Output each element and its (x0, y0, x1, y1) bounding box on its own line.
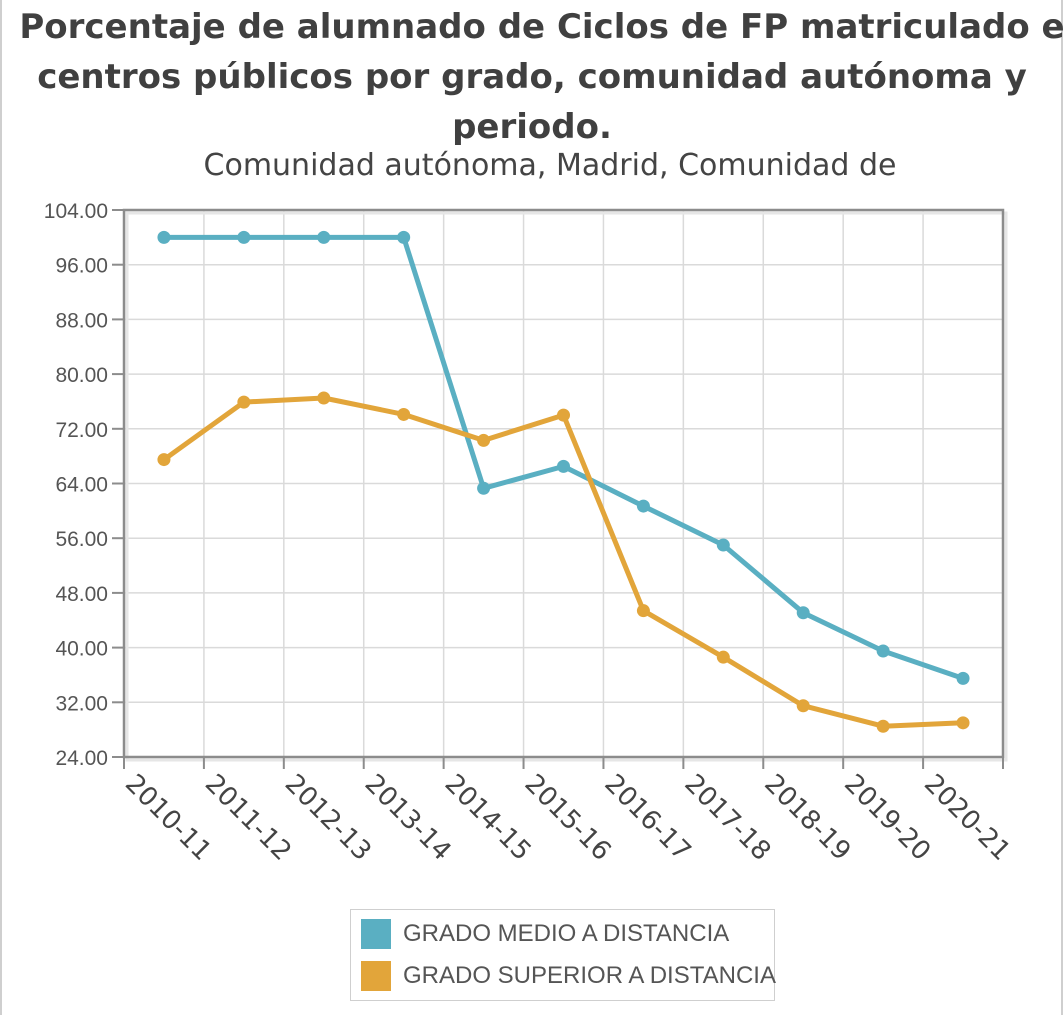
x-tick-label: 2013-14 (359, 769, 457, 867)
frame-left-border (0, 0, 2, 1015)
x-tick-label: 2012-13 (279, 769, 377, 867)
y-tick-label: 72.00 (55, 419, 108, 442)
chart-title-line-2: centros públicos por grado, comunidad au… (37, 57, 1027, 97)
chart-title-line-3: periodo. (452, 107, 612, 147)
x-tick-label: 2011-12 (199, 769, 297, 867)
x-tick-label: 2020-21 (918, 769, 1016, 867)
data-point-series-1 (716, 650, 730, 664)
data-point-series-1 (237, 395, 251, 409)
data-point-series-0 (237, 230, 251, 244)
data-point-series-1 (397, 407, 411, 421)
y-tick-label: 88.00 (55, 309, 108, 332)
x-tick-label: 2016-17 (598, 769, 696, 867)
x-tick-label: 2017-18 (678, 769, 776, 867)
x-tick-label: 2019-20 (838, 769, 936, 867)
x-tick-label: 2018-19 (758, 769, 856, 867)
legend-label-grado-superior: GRADO SUPERIOR A DISTANCIA (403, 962, 776, 989)
y-tick-label: 48.00 (55, 583, 108, 606)
legend-swatch-grado-medio (361, 919, 391, 949)
legend-item-grado-superior[interactable]: GRADO SUPERIOR A DISTANCIA (361, 958, 776, 994)
y-tick-label: 64.00 (55, 474, 108, 497)
data-point-series-0 (876, 644, 890, 658)
data-point-series-1 (956, 716, 970, 730)
data-point-series-1 (157, 453, 171, 467)
legend-swatch-grado-superior (361, 961, 391, 991)
y-tick-label: 24.00 (55, 747, 108, 770)
y-tick-label: 40.00 (55, 638, 108, 661)
data-point-series-1 (477, 433, 491, 447)
chart-legend: GRADO MEDIO A DISTANCIA GRADO SUPERIOR A… (350, 909, 776, 1001)
data-point-series-0 (317, 230, 331, 244)
legend-label-grado-medio: GRADO MEDIO A DISTANCIA (403, 920, 730, 947)
data-point-series-0 (397, 230, 411, 244)
data-point-series-1 (636, 604, 650, 618)
legend-item-grado-medio[interactable]: GRADO MEDIO A DISTANCIA (361, 916, 729, 952)
data-point-series-1 (796, 699, 810, 713)
data-point-series-0 (477, 481, 491, 495)
y-tick-label: 104.00 (44, 200, 108, 223)
x-tick-label: 2015-16 (519, 769, 617, 867)
data-point-series-0 (557, 459, 570, 473)
data-point-series-0 (796, 606, 810, 620)
chart-subtitle: Comunidad autónoma, Madrid, Comunidad de (203, 148, 897, 183)
y-tick-label: 96.00 (55, 255, 108, 278)
data-point-series-0 (716, 538, 730, 552)
chart-title: Porcentaje de alumnado de Ciclos de FP m… (0, 2, 1064, 152)
data-point-series-1 (317, 391, 331, 405)
chart-title-line-1: Porcentaje de alumnado de Ciclos de FP m… (19, 7, 1064, 47)
data-point-series-0 (956, 671, 970, 685)
x-tick-label: 2010-11 (119, 769, 217, 867)
data-point-series-1 (876, 719, 890, 733)
frame-right-border (1061, 0, 1063, 1015)
x-tick-label: 2014-15 (439, 769, 537, 867)
y-tick-label: 56.00 (55, 528, 108, 551)
plot-border-shadow (125, 211, 1008, 762)
y-tick-label: 80.00 (55, 364, 108, 387)
data-point-series-0 (636, 499, 650, 513)
data-point-series-1 (557, 408, 570, 422)
data-point-series-0 (157, 230, 171, 244)
y-tick-label: 32.00 (55, 692, 108, 715)
